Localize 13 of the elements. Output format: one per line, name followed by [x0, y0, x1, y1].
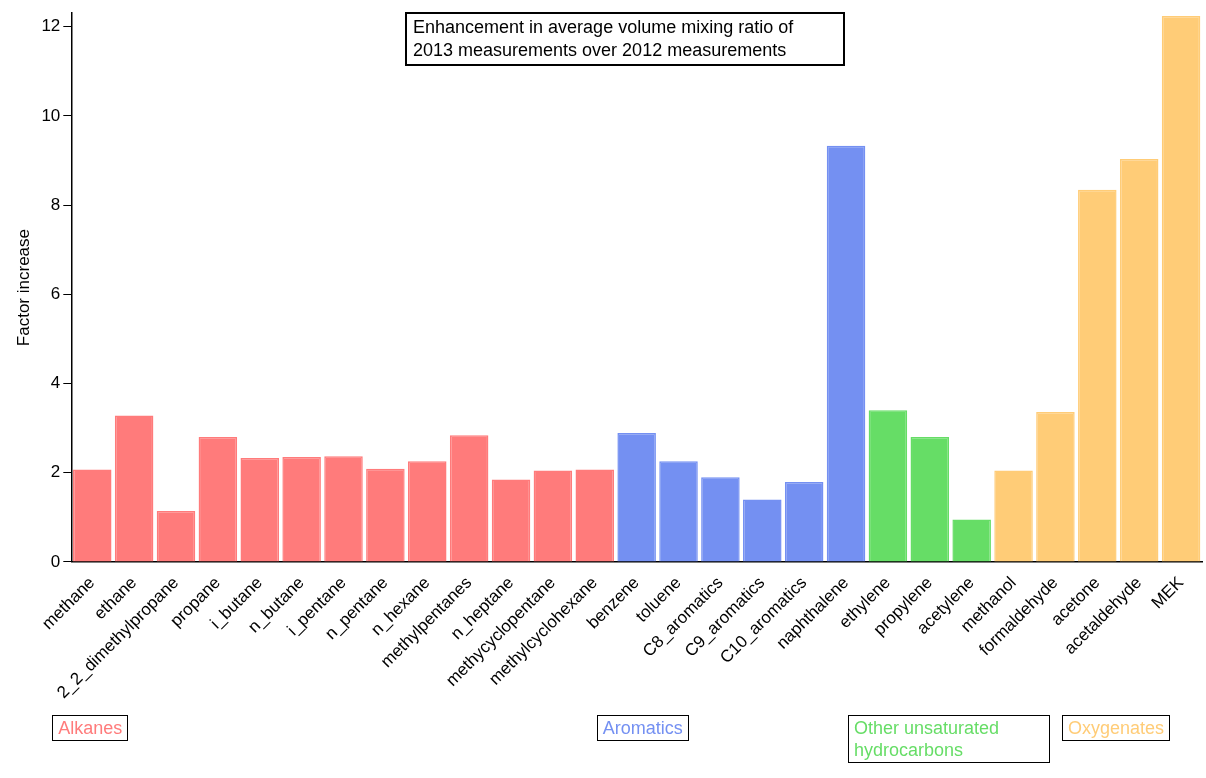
y-tick-label: 8 — [50, 194, 61, 214]
text: Oxygenates — [1061, 715, 1170, 741]
y-tick-label: 10 — [41, 105, 61, 125]
y-tick-label: 4 — [50, 373, 61, 393]
text: Other unsaturated hydrocarbons — [847, 715, 1050, 763]
y-axis-title: Factor increase — [13, 228, 33, 347]
y-tick-label: 0 — [50, 551, 61, 571]
y-tick-label: 12 — [41, 16, 61, 36]
y-tick-label: 2 — [50, 462, 61, 482]
text: Alkanes — [52, 715, 129, 741]
y-tick-label: 6 — [50, 283, 61, 303]
text: Enhancement in average volume mixing ratio of 2013 measurements over 2012 measurements — [405, 12, 845, 66]
text: Aromatics — [596, 715, 689, 741]
